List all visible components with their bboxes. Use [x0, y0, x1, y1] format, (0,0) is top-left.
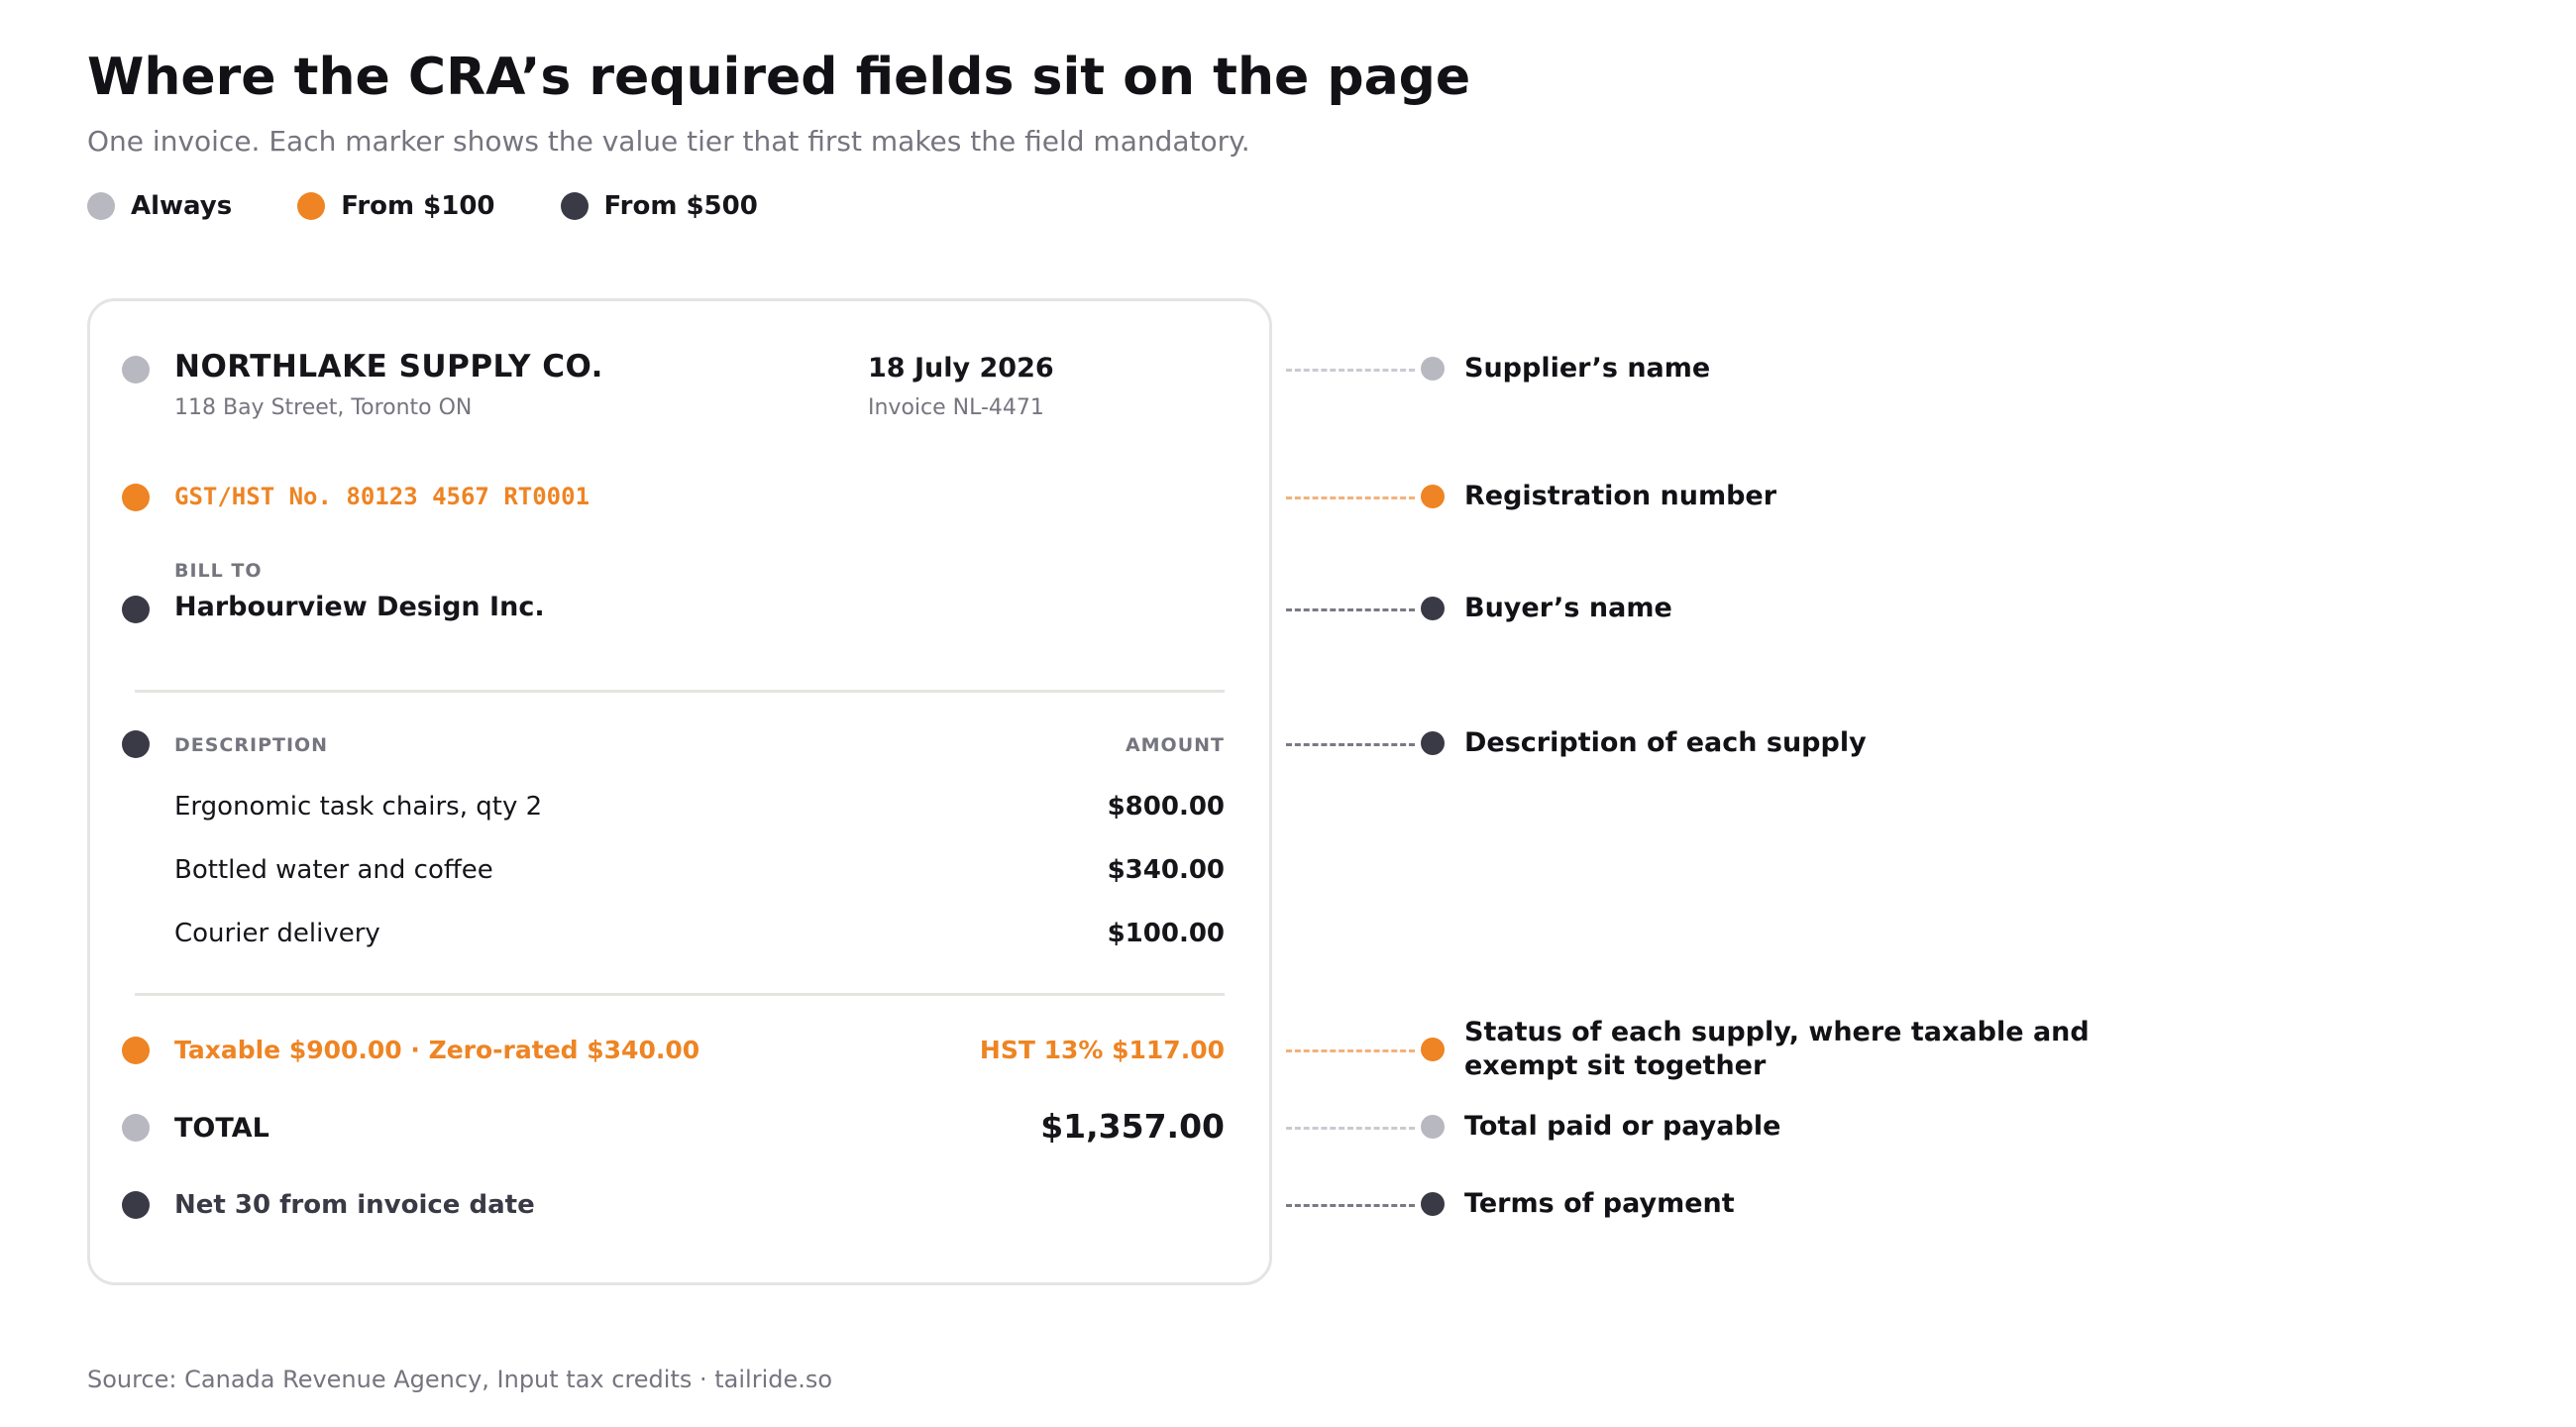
tax-status: Taxable $900.00 · Zero-rated $340.00 — [174, 1036, 700, 1064]
tax-amount: HST 13% $117.00 — [979, 1036, 1225, 1064]
total-value: $1,357.00 — [1040, 1107, 1225, 1146]
line-item-description: Bottled water and coffee — [174, 855, 493, 885]
amount-header: AMOUNT — [1125, 734, 1225, 756]
line-item-amount: $100.00 — [1107, 919, 1225, 948]
field-label: Total paid or payable — [1464, 1111, 1781, 1142]
bill-to-label: BILL TO — [174, 560, 263, 582]
page-title: Where the CRA’s required fields sit on t… — [87, 48, 1471, 107]
field-marker — [1421, 1192, 1445, 1216]
supplier-name: NORTHLAKE SUPPLY CO. — [174, 349, 603, 384]
line-item-amount: $340.00 — [1107, 855, 1225, 885]
page-subtitle: One invoice. Each marker shows the value… — [87, 125, 1250, 158]
legend-item-always: Always — [87, 191, 232, 221]
marker-description — [122, 730, 150, 758]
marker-tax-status — [122, 1037, 150, 1064]
leader-line — [1286, 369, 1415, 372]
invoice-card — [87, 298, 1272, 1285]
leader-line — [1286, 1204, 1415, 1207]
marker-buyer — [122, 596, 150, 623]
field-marker — [1421, 1038, 1445, 1061]
buyer-name: Harbourview Design Inc. — [174, 592, 545, 622]
legend: Always From $100 From $500 — [87, 191, 823, 221]
marker-supplier — [122, 356, 150, 384]
total-label: TOTAL — [174, 1113, 269, 1144]
marker-total — [122, 1114, 150, 1142]
marker-registration — [122, 484, 150, 511]
field-label: Registration number — [1464, 481, 1777, 511]
field-marker — [1421, 731, 1445, 755]
legend-marker-from-100 — [297, 192, 326, 220]
legend-label: From $500 — [603, 191, 758, 221]
field-label: Terms of payment — [1464, 1188, 1735, 1219]
registration-number: GST/HST No. 80123 4567 RT0001 — [174, 483, 590, 510]
field-label: Status of each supply, where taxable and… — [1464, 1017, 2090, 1081]
line-item-description: Ergonomic task chairs, qty 2 — [174, 792, 543, 822]
supplier-address: 118 Bay Street, Toronto ON — [174, 395, 473, 420]
legend-label: Always — [131, 191, 233, 221]
leader-line — [1286, 1049, 1415, 1052]
line-item-description: Courier delivery — [174, 919, 380, 948]
leader-line — [1286, 608, 1415, 611]
field-marker — [1421, 1115, 1445, 1139]
field-label: Description of each supply — [1464, 727, 1867, 758]
invoice-date: 18 July 2026 — [868, 353, 1054, 384]
payment-terms: Net 30 from invoice date — [174, 1190, 535, 1220]
source-note: Source: Canada Revenue Agency, Input tax… — [87, 1366, 833, 1393]
marker-terms — [122, 1191, 150, 1219]
field-label: Buyer’s name — [1464, 593, 1672, 623]
leader-line — [1286, 1127, 1415, 1130]
divider — [135, 993, 1225, 996]
legend-item-from-100: From $100 — [297, 191, 495, 221]
legend-marker-always — [87, 192, 115, 220]
divider — [135, 690, 1225, 693]
leader-line — [1286, 496, 1415, 499]
leader-line — [1286, 743, 1415, 746]
legend-item-from-500: From $500 — [560, 191, 758, 221]
legend-marker-from-500 — [560, 192, 589, 220]
line-item-amount: $800.00 — [1107, 792, 1225, 822]
invoice-number: Invoice NL-4471 — [868, 395, 1044, 420]
description-header: DESCRIPTION — [174, 734, 329, 756]
field-marker — [1421, 597, 1445, 620]
legend-label: From $100 — [341, 191, 495, 221]
field-label: Supplier’s name — [1464, 353, 1711, 384]
field-marker — [1421, 357, 1445, 381]
field-marker — [1421, 485, 1445, 508]
